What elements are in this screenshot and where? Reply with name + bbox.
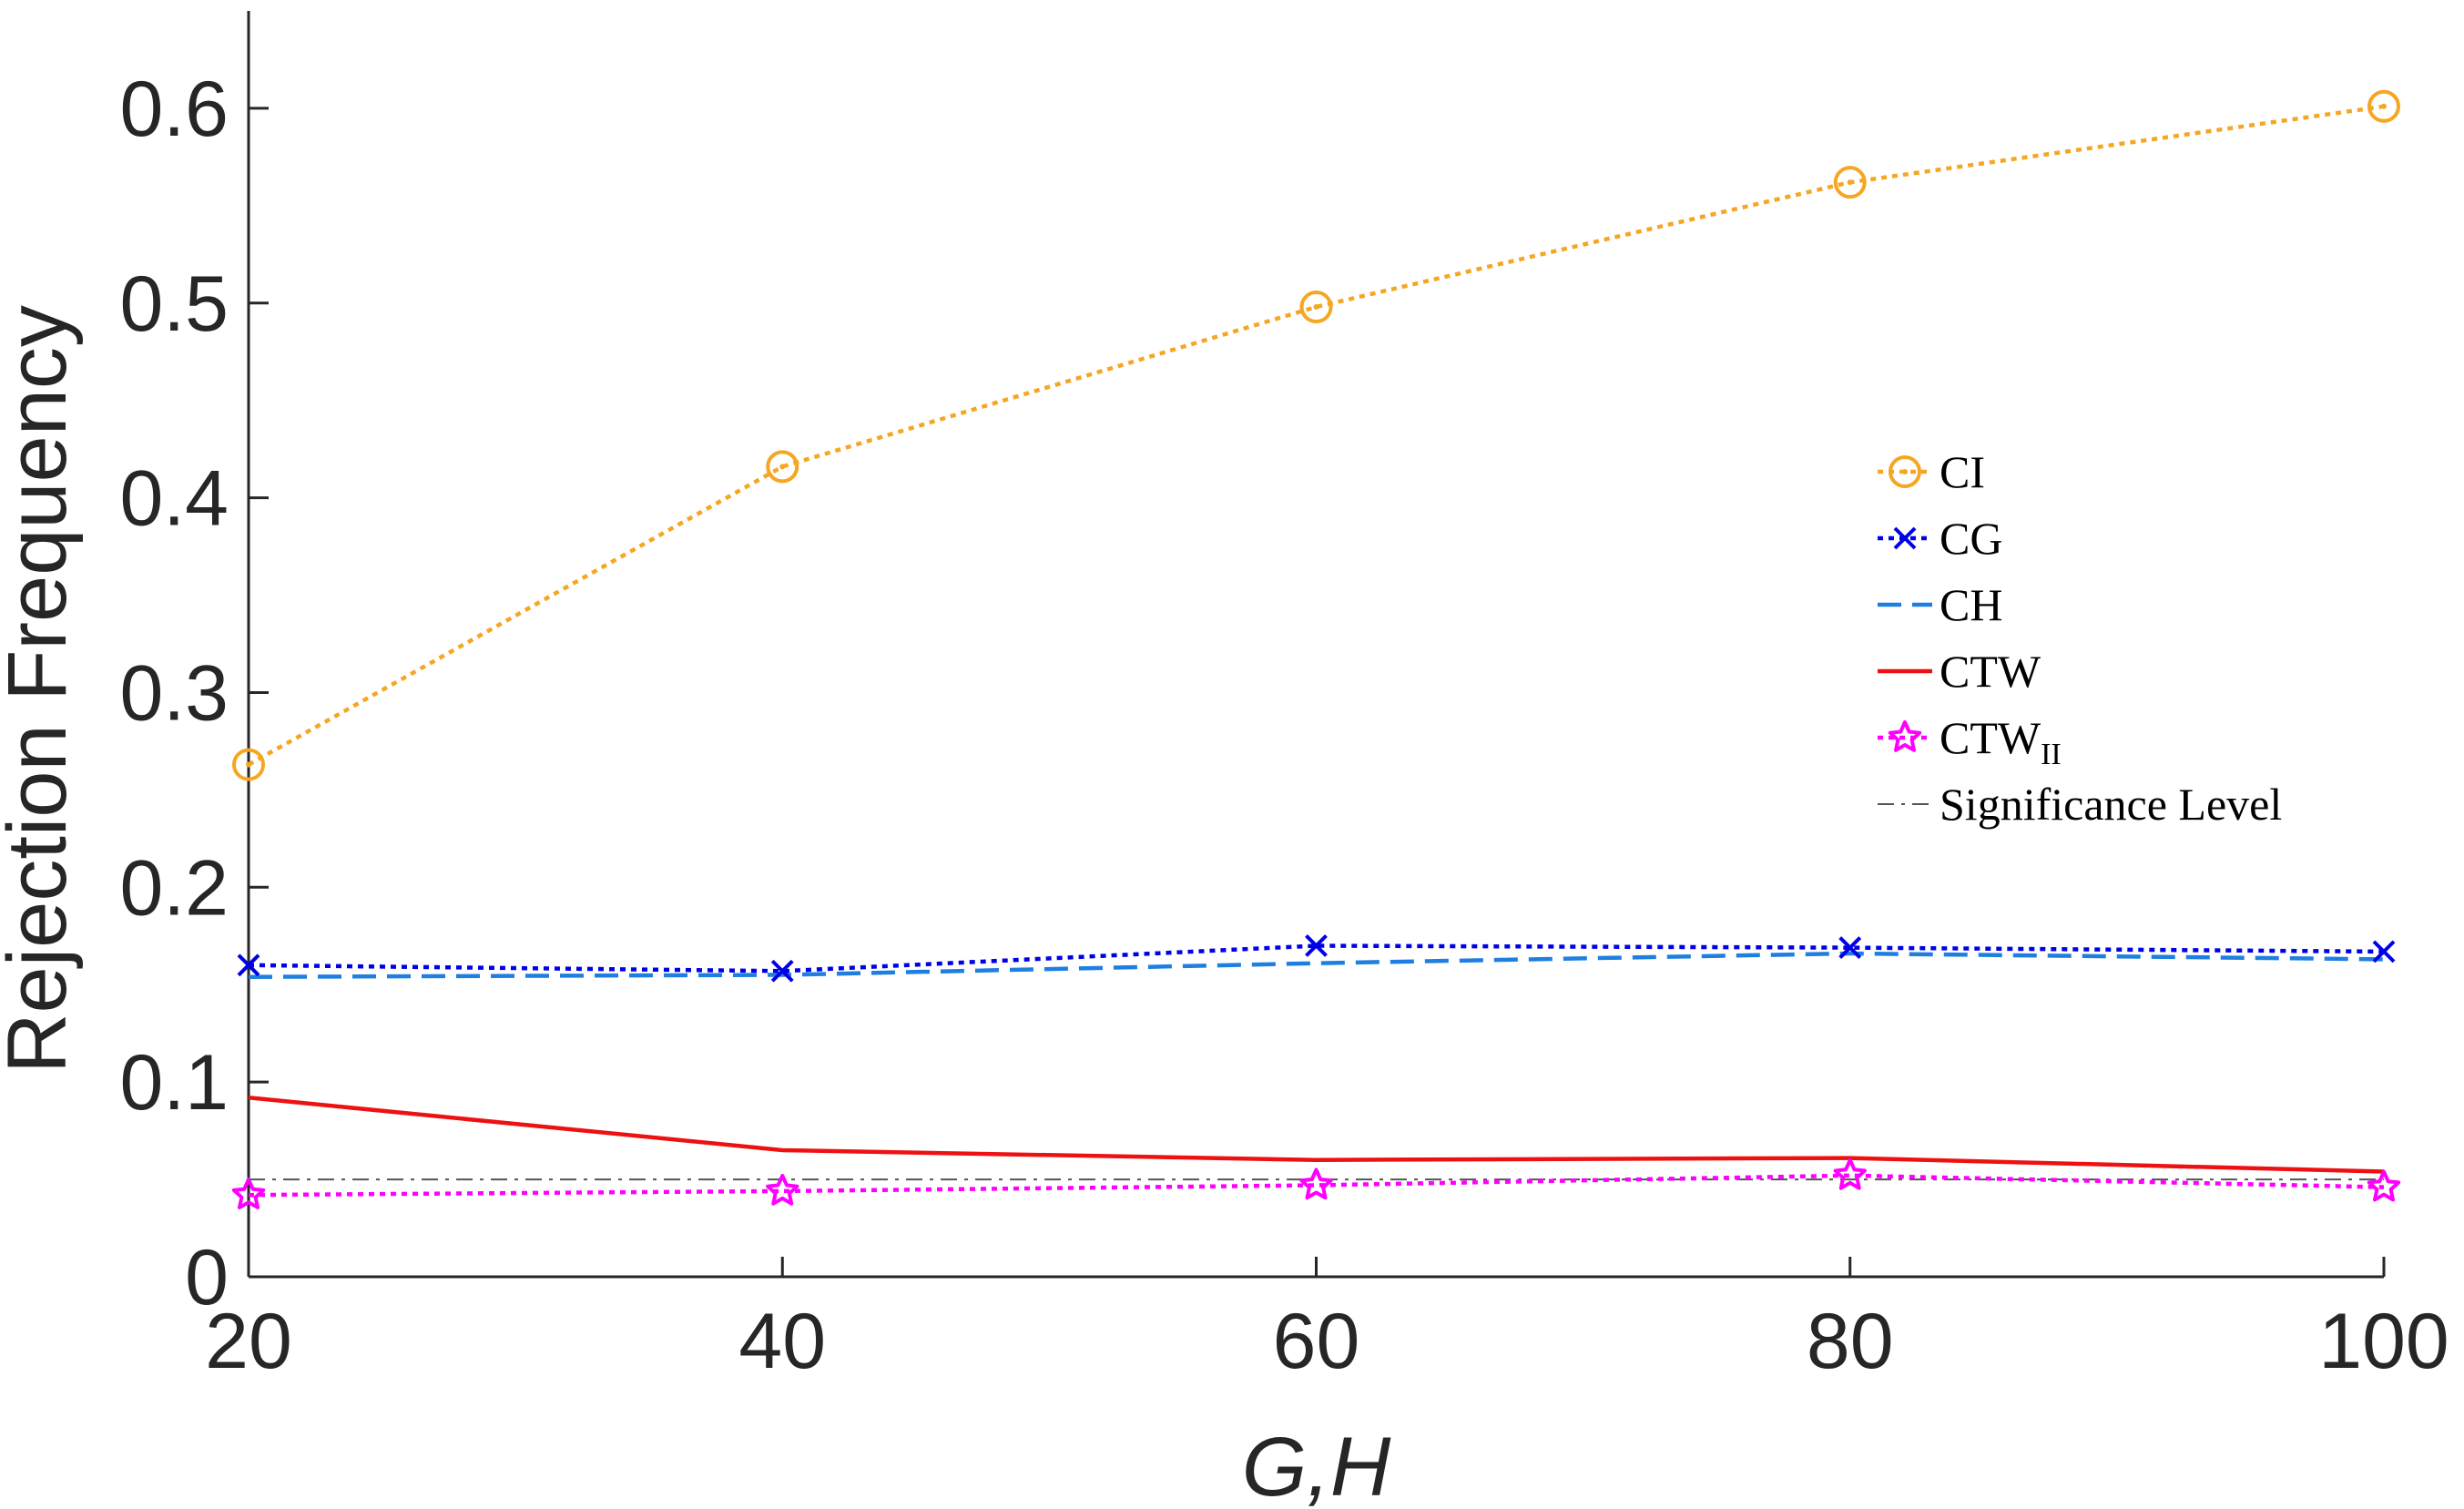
series-1 — [237, 934, 2396, 983]
series-point-stroke-b — [2372, 940, 2396, 964]
legend-label: CI — [1940, 446, 1985, 497]
series-4 — [231, 1157, 2401, 1209]
series-point — [1299, 1167, 1333, 1200]
ticks: 20 40 60 80 100 0 0.1 0.2 0.3 0.4 0.5 0.6 — [119, 66, 2449, 1385]
x-tick-label: 60 — [1273, 1298, 1360, 1385]
series-point — [2367, 1169, 2401, 1202]
x-tick-label: 40 — [738, 1298, 826, 1385]
legend-label: CH — [1940, 579, 2002, 630]
legend-entry: CG — [1878, 513, 2002, 564]
series-point-dot — [1847, 179, 1853, 186]
series-point — [2372, 940, 2396, 964]
series-point-dot — [779, 464, 786, 470]
y-tick-label: 0.6 — [119, 66, 229, 153]
series-point — [766, 450, 799, 484]
y-tick-label: 0.2 — [119, 844, 229, 932]
series-point — [231, 1178, 266, 1209]
series-line — [248, 943, 2385, 974]
y-tick-label: 0 — [185, 1234, 229, 1321]
legend-marker-stroke-b — [1893, 526, 1917, 550]
legend-entry: CTW — [1878, 646, 2041, 697]
series-point-dot — [1313, 304, 1319, 311]
series-point — [237, 953, 260, 977]
x-tick-label: 80 — [1807, 1298, 1894, 1385]
legend-label: CTW — [1940, 646, 2041, 697]
series-line — [247, 104, 2385, 767]
legend-marker — [1893, 526, 1917, 550]
y-tick-label: 0.3 — [119, 649, 229, 737]
legend-label: CTWII — [1940, 712, 2062, 771]
legend-label: Significance Level — [1940, 779, 2282, 830]
legend-label: CG — [1940, 513, 2002, 564]
legend-marker — [1888, 720, 1922, 752]
legend: CI CG CH CTW CTWII Significance Level — [1878, 446, 2282, 830]
series-point — [1833, 166, 1867, 199]
legend-marker — [1889, 455, 1921, 488]
series-line — [248, 951, 2385, 979]
x-tick-label: 20 — [205, 1298, 292, 1385]
y-axis-title: Rejection Frequency — [0, 305, 84, 1074]
series-point — [1833, 1157, 1867, 1190]
y-tick-label: 0.5 — [119, 260, 229, 348]
x-axis-title: G,H — [1242, 1421, 1391, 1509]
series-point — [766, 1173, 799, 1206]
axes — [247, 11, 2384, 1279]
series-point — [232, 748, 265, 781]
legend-entry: Significance Level — [1878, 779, 2282, 830]
x-tick-label: 100 — [2318, 1298, 2449, 1385]
series-point — [1299, 291, 1333, 324]
series-point — [2367, 89, 2400, 123]
series-line — [248, 1096, 2385, 1174]
legend-entry: CTWII — [1878, 712, 2062, 771]
legend-marker-dot — [1902, 469, 1908, 474]
legend-entry: CH — [1878, 579, 2002, 630]
series-point — [1305, 934, 1328, 957]
series-3 — [248, 1096, 2385, 1174]
series-point-stroke-b — [237, 953, 260, 977]
legend-entry: CI — [1878, 446, 1985, 497]
series-0 — [232, 89, 2400, 781]
series-layer — [231, 89, 2401, 1209]
series-point-dot — [246, 761, 251, 768]
series-point-stroke-b — [1838, 936, 1862, 960]
series-point-stroke-b — [1305, 934, 1328, 957]
series-point-stroke-b — [770, 959, 794, 983]
series-point — [770, 959, 794, 983]
series-2 — [248, 951, 2385, 979]
series-point-dot — [2381, 103, 2387, 109]
series-point — [1838, 936, 1862, 960]
y-tick-label: 0.4 — [119, 455, 229, 543]
y-tick-label: 0.1 — [119, 1039, 229, 1127]
